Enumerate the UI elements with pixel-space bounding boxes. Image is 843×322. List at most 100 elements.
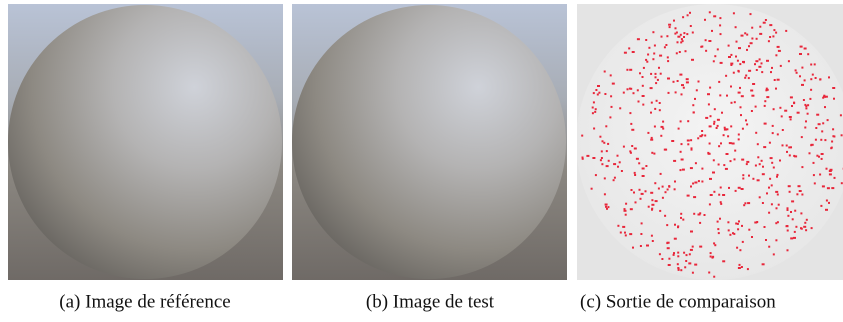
diff-pixel bbox=[737, 60, 739, 62]
diff-pixel bbox=[673, 160, 676, 162]
diff-pixel bbox=[678, 128, 680, 130]
diff-pixel bbox=[655, 76, 657, 78]
diff-pixel bbox=[709, 143, 711, 145]
diff-pixel bbox=[795, 69, 797, 71]
diff-pixel bbox=[718, 145, 720, 147]
diff-pixel bbox=[701, 181, 703, 183]
diff-pixel bbox=[718, 232, 720, 234]
diff-pixel bbox=[600, 159, 602, 161]
diff-pixel bbox=[721, 112, 723, 114]
diff-pixel bbox=[723, 134, 725, 136]
diff-pixel bbox=[777, 194, 779, 196]
diff-pixel bbox=[741, 95, 744, 97]
diff-pixel bbox=[762, 173, 765, 175]
diff-pixel bbox=[669, 26, 671, 28]
diff-pixel bbox=[661, 36, 663, 38]
diff-pixel bbox=[633, 92, 635, 94]
diff-pixel bbox=[744, 202, 746, 204]
diff-pixel bbox=[722, 260, 725, 262]
diff-pixel bbox=[697, 137, 699, 139]
diff-pixel bbox=[656, 100, 658, 102]
diff-pixel bbox=[766, 60, 769, 62]
diff-pixel bbox=[674, 181, 676, 183]
diff-pixel bbox=[818, 156, 820, 158]
diff-pixel bbox=[711, 30, 713, 32]
diff-pixel bbox=[629, 233, 632, 235]
diff-pixel bbox=[642, 175, 645, 177]
diff-pixel bbox=[776, 207, 778, 209]
diff-pixel bbox=[790, 237, 793, 239]
diff-pixel bbox=[764, 123, 767, 125]
diff-pixel bbox=[738, 47, 741, 49]
diff-pixel bbox=[769, 24, 772, 26]
diff-pixel bbox=[677, 263, 679, 265]
diff-pixel bbox=[786, 225, 789, 227]
diff-pixel bbox=[680, 213, 682, 215]
diff-pixel bbox=[810, 64, 812, 66]
diff-pixel bbox=[832, 128, 834, 130]
diff-pixel bbox=[768, 212, 770, 214]
diff-pixel bbox=[818, 123, 821, 125]
diff-pixel bbox=[641, 222, 643, 224]
diff-pixel bbox=[805, 229, 807, 231]
diff-pixel bbox=[608, 160, 610, 162]
diff-pixel bbox=[729, 142, 732, 144]
diff-pixel bbox=[741, 266, 743, 268]
diff-pixel bbox=[714, 244, 716, 246]
diff-pixel bbox=[748, 45, 750, 47]
diff-pixel bbox=[773, 253, 775, 255]
diff-pixel bbox=[679, 51, 681, 53]
diff-pixel bbox=[614, 177, 616, 179]
diff-pixel bbox=[722, 194, 725, 196]
diff-pixel bbox=[761, 71, 763, 73]
diff-pixel bbox=[690, 167, 693, 169]
diff-pixel bbox=[829, 173, 832, 175]
diff-pixel bbox=[704, 135, 706, 137]
diff-pixel bbox=[764, 226, 766, 228]
diff-pixel bbox=[804, 79, 806, 81]
diff-pixel bbox=[629, 112, 631, 114]
diff-pixel bbox=[652, 58, 654, 60]
diff-pixel bbox=[764, 100, 766, 102]
diff-pixel bbox=[790, 96, 793, 98]
diff-pixel bbox=[799, 75, 801, 77]
diff-pixel bbox=[642, 104, 644, 106]
diff-pixel bbox=[667, 60, 669, 62]
diff-pixel bbox=[645, 165, 647, 167]
diff-pixel bbox=[651, 199, 653, 201]
diff-pixel bbox=[653, 153, 655, 155]
diff-pixel bbox=[798, 185, 801, 187]
diff-pixel bbox=[691, 149, 693, 151]
diff-pixel bbox=[828, 202, 830, 204]
diff-pixel bbox=[595, 108, 597, 110]
diff-pixel bbox=[751, 236, 753, 238]
diff-pixel bbox=[791, 105, 793, 107]
diff-pixel bbox=[591, 188, 593, 190]
diff-pixel bbox=[720, 33, 722, 35]
diff-pixel bbox=[713, 159, 715, 161]
diff-pixel bbox=[694, 264, 697, 266]
diff-pixel bbox=[708, 103, 710, 105]
diff-pixel bbox=[807, 113, 809, 115]
diff-pixel bbox=[606, 165, 609, 167]
diff-pixel bbox=[681, 84, 684, 86]
diff-pixel bbox=[604, 177, 606, 179]
diff-pixel bbox=[680, 169, 682, 171]
diff-pixel bbox=[601, 163, 603, 165]
diff-pixel bbox=[640, 245, 642, 247]
diff-pixel bbox=[605, 206, 607, 208]
diff-pixel bbox=[648, 206, 650, 208]
diff-pixel bbox=[728, 187, 730, 189]
diff-pixel bbox=[796, 72, 798, 74]
diff-pixel bbox=[667, 242, 670, 244]
diff-pixel bbox=[630, 152, 632, 154]
diff-pixel bbox=[834, 177, 836, 179]
diff-pixel bbox=[674, 224, 676, 226]
diff-pixel bbox=[769, 142, 771, 144]
diff-pixel bbox=[793, 237, 796, 239]
diff-pixel bbox=[745, 119, 747, 121]
diff-pixel bbox=[719, 218, 721, 220]
diff-pixel bbox=[723, 164, 725, 166]
diff-pixel bbox=[713, 121, 715, 123]
diff-pixel bbox=[772, 125, 774, 127]
